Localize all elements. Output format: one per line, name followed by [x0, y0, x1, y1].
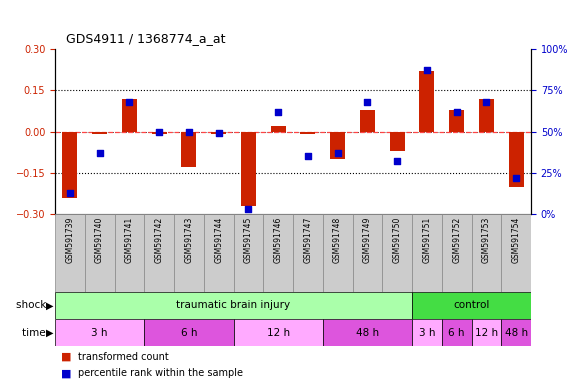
Bar: [382, 214, 412, 292]
Text: GSM591744: GSM591744: [214, 216, 223, 263]
Bar: [472, 214, 501, 292]
Bar: [211, 131, 226, 134]
Text: GSM591747: GSM591747: [303, 216, 312, 263]
Bar: [122, 99, 137, 131]
Text: 48 h: 48 h: [356, 328, 379, 338]
Point: [95, 150, 104, 156]
Bar: [234, 214, 263, 292]
Bar: [501, 214, 531, 292]
Text: GSM591741: GSM591741: [125, 216, 134, 263]
Text: 3 h: 3 h: [419, 328, 435, 338]
Point: [363, 99, 372, 105]
Text: ■: ■: [61, 368, 71, 378]
Bar: [293, 214, 323, 292]
Bar: [442, 214, 472, 292]
Text: GSM591752: GSM591752: [452, 216, 461, 263]
Point: [512, 175, 521, 181]
Text: GSM591748: GSM591748: [333, 216, 342, 263]
Bar: [412, 214, 442, 292]
Bar: [509, 131, 524, 187]
Bar: [271, 126, 286, 131]
Bar: [389, 131, 405, 151]
Bar: [352, 214, 382, 292]
Bar: [412, 319, 442, 346]
Bar: [234, 319, 323, 346]
Point: [244, 206, 253, 212]
Text: GSM591739: GSM591739: [65, 216, 74, 263]
Text: ▶: ▶: [46, 328, 54, 338]
Bar: [263, 214, 293, 292]
Point: [274, 109, 283, 115]
Bar: [412, 292, 531, 319]
Point: [125, 99, 134, 105]
Point: [333, 150, 342, 156]
Text: GSM591746: GSM591746: [274, 216, 283, 263]
Text: GSM591753: GSM591753: [482, 216, 491, 263]
Bar: [115, 214, 144, 292]
Text: 3 h: 3 h: [91, 328, 108, 338]
Text: time: time: [22, 328, 49, 338]
Text: ■: ■: [61, 352, 71, 362]
Bar: [85, 214, 115, 292]
Text: 6 h: 6 h: [180, 328, 197, 338]
Point: [155, 128, 164, 134]
Bar: [55, 292, 412, 319]
Bar: [62, 131, 77, 197]
Bar: [144, 319, 234, 346]
Point: [452, 109, 461, 115]
Text: GSM591740: GSM591740: [95, 216, 104, 263]
Bar: [55, 214, 85, 292]
Bar: [174, 214, 204, 292]
Bar: [55, 319, 144, 346]
Text: 12 h: 12 h: [267, 328, 289, 338]
Bar: [442, 319, 472, 346]
Text: GSM591750: GSM591750: [393, 216, 401, 263]
Text: traumatic brain injury: traumatic brain injury: [176, 301, 291, 311]
Text: GSM591745: GSM591745: [244, 216, 253, 263]
Bar: [330, 131, 345, 159]
Text: 48 h: 48 h: [505, 328, 528, 338]
Bar: [449, 109, 464, 131]
Bar: [144, 214, 174, 292]
Text: control: control: [453, 301, 490, 311]
Point: [214, 130, 223, 136]
Point: [303, 153, 312, 159]
Bar: [204, 214, 234, 292]
Text: shock: shock: [15, 301, 49, 311]
Text: GSM591754: GSM591754: [512, 216, 521, 263]
Bar: [92, 131, 107, 134]
Text: GDS4911 / 1368774_a_at: GDS4911 / 1368774_a_at: [66, 32, 226, 45]
Text: GSM591751: GSM591751: [423, 216, 431, 263]
Text: percentile rank within the sample: percentile rank within the sample: [78, 368, 243, 378]
Bar: [323, 214, 352, 292]
Bar: [241, 131, 256, 206]
Point: [392, 158, 401, 164]
Bar: [501, 319, 531, 346]
Point: [482, 99, 491, 105]
Bar: [479, 99, 494, 131]
Bar: [182, 131, 196, 167]
Bar: [420, 71, 435, 131]
Bar: [472, 319, 501, 346]
Text: GSM591749: GSM591749: [363, 216, 372, 263]
Point: [184, 128, 194, 134]
Text: GSM591742: GSM591742: [155, 216, 164, 263]
Text: transformed count: transformed count: [78, 352, 168, 362]
Text: 6 h: 6 h: [448, 328, 465, 338]
Text: 12 h: 12 h: [475, 328, 498, 338]
Bar: [152, 131, 167, 134]
Bar: [300, 131, 315, 134]
Point: [423, 67, 432, 73]
Point: [65, 189, 74, 195]
Text: GSM591743: GSM591743: [184, 216, 194, 263]
Text: ▶: ▶: [46, 301, 54, 311]
Bar: [360, 109, 375, 131]
Bar: [323, 319, 412, 346]
